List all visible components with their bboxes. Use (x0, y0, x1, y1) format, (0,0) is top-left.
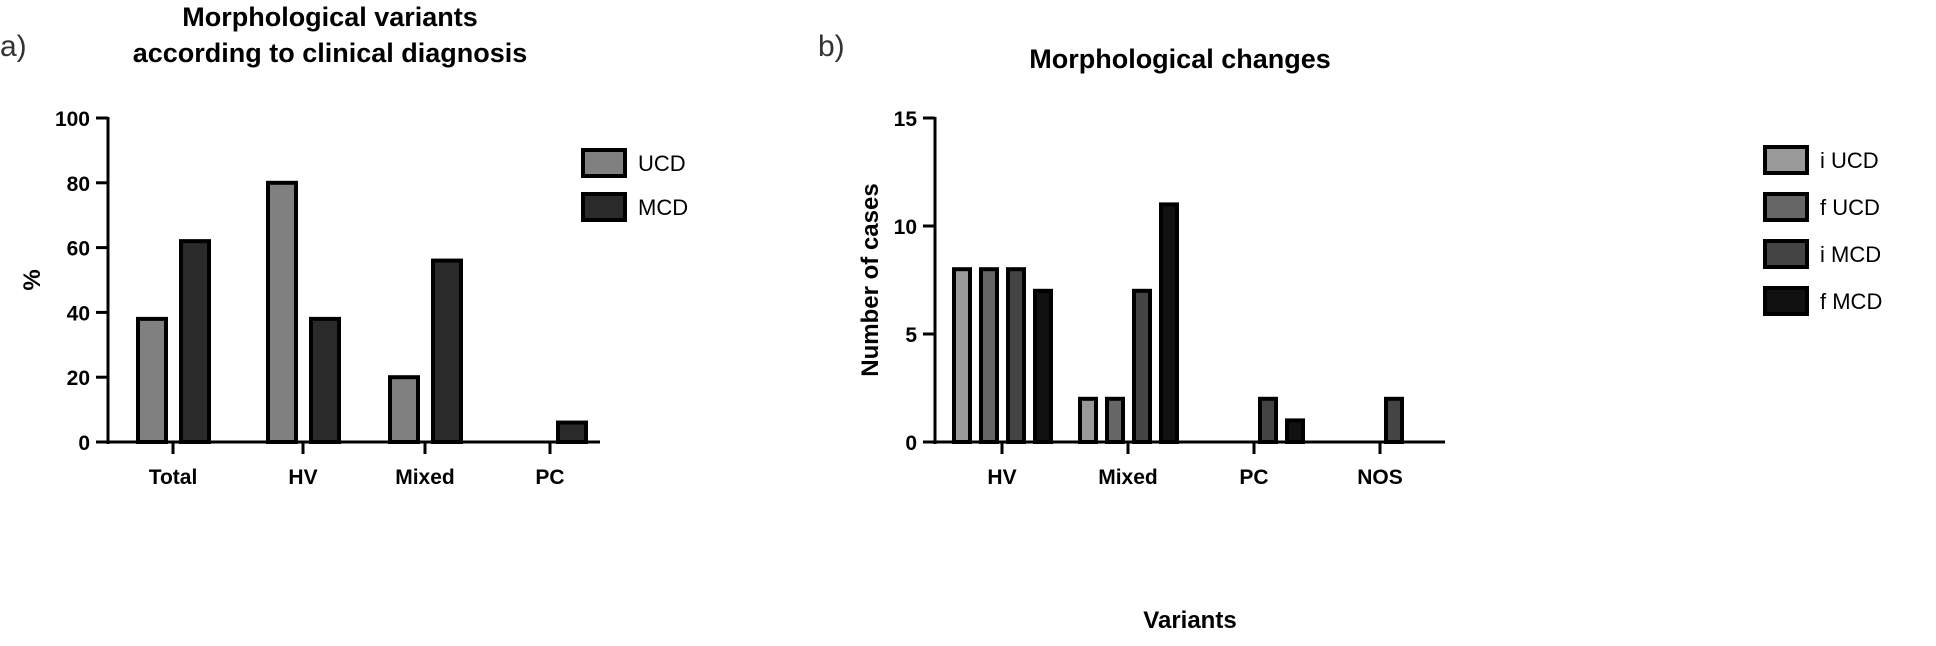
y-axis-label: % (19, 269, 46, 290)
bar-f-ucd-hv (979, 267, 999, 445)
bar-f-mcd-pc (1285, 418, 1305, 444)
panel-label: b) (818, 30, 845, 63)
legend-swatch (1763, 145, 1809, 175)
legend-label: i UCD (1820, 148, 1879, 173)
chart-title: Morphological variants (182, 2, 478, 32)
legend-swatch (581, 148, 627, 178)
y-tick-label: 5 (905, 324, 917, 347)
chart-title: according to clinical diagnosis (133, 38, 528, 68)
bar-f-mcd-mixed (1159, 202, 1179, 444)
chart-panel-a: a) Morphological variants according to cli… (0, 2, 688, 489)
y-axis-label: Number of cases (857, 183, 884, 376)
y-tick-label: 0 (78, 432, 90, 455)
x-tick-label: PC (1239, 466, 1268, 489)
x-tick-label: PC (535, 466, 564, 489)
legend-swatch (1763, 192, 1809, 222)
y-tick-label: 0 (905, 432, 917, 455)
bar-i-mcd-pc (1258, 396, 1278, 444)
y-tick-label: 100 (55, 108, 90, 131)
bar-i-mcd-nos (1384, 396, 1404, 444)
bar-f-ucd-mixed (1105, 396, 1125, 444)
y-tick-label: 15 (894, 108, 918, 131)
chart-title: Morphological changes (1029, 44, 1331, 74)
bar-mcd-hv (309, 316, 341, 445)
bar-mcd-mixed (431, 258, 463, 444)
legend-label: f UCD (1820, 195, 1880, 220)
legend-label: f MCD (1820, 289, 1882, 314)
x-tick-label: HV (288, 466, 317, 489)
x-axis-label: Variants (1143, 607, 1236, 634)
bar-mcd-pc (556, 420, 588, 444)
legend-swatch (1763, 239, 1809, 269)
chart-panel-b: b) Morphological changes 0 5 10 15 HV Mixed PC NO… (818, 30, 1882, 634)
y-tick-label: 40 (67, 302, 90, 325)
legend-label: UCD (638, 151, 686, 176)
bar-i-ucd-mixed (1078, 396, 1098, 444)
legend-swatch (581, 192, 627, 222)
x-tick-label: Total (149, 466, 198, 489)
bar-ucd-mixed (388, 375, 420, 445)
bar-ucd-total (136, 316, 168, 445)
legend-label: MCD (638, 195, 688, 220)
bar-f-mcd-hv (1033, 288, 1053, 444)
bar-ucd-hv (266, 180, 298, 445)
bar-i-mcd-mixed (1132, 288, 1152, 444)
bar-i-ucd-hv (952, 267, 972, 445)
x-tick-label: Mixed (1098, 466, 1158, 489)
y-tick-label: 10 (894, 216, 917, 239)
y-tick-label: 80 (67, 173, 90, 196)
panel-label: a) (0, 30, 27, 63)
legend-label: i MCD (1820, 242, 1881, 267)
y-tick-label: 20 (67, 367, 90, 390)
legend-swatch (1763, 286, 1809, 316)
x-tick-label: NOS (1357, 466, 1403, 489)
bar-mcd-total (179, 239, 211, 444)
x-tick-label: Mixed (395, 466, 455, 489)
x-tick-label: HV (987, 466, 1016, 489)
bar-i-mcd-hv (1006, 267, 1026, 445)
y-tick-label: 60 (67, 238, 90, 261)
